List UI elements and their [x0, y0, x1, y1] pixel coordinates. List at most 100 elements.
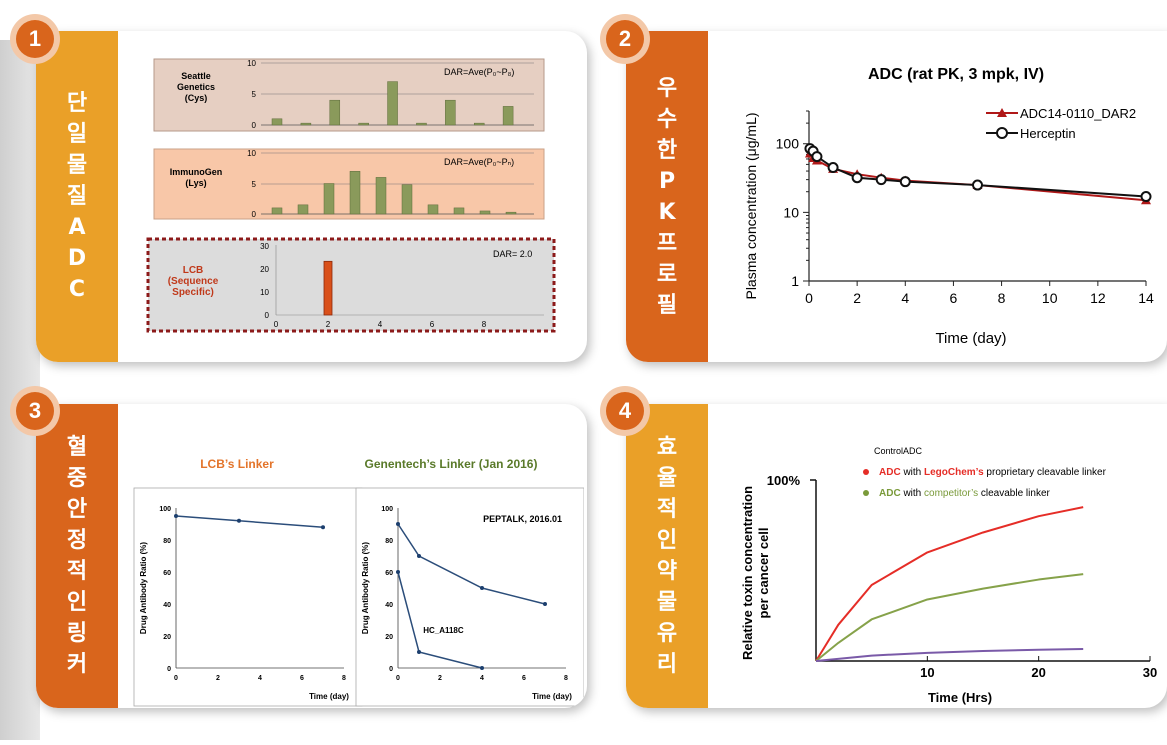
seattle-bar-2: [329, 99, 341, 126]
immunogen-bar-6: [427, 204, 439, 215]
seattle-bar-5: [416, 122, 427, 126]
dar-label-seattle-1: Seattle: [181, 71, 211, 81]
pk-xtick-4: 4: [901, 290, 909, 306]
pk-point-herceptin: [1140, 191, 1152, 203]
pk-point-herceptin: [972, 179, 983, 191]
c2-ytick-0: 0: [252, 210, 257, 219]
pk-xtick-10: 10: [1042, 290, 1058, 306]
pk-x-label: Time (day): [935, 330, 1006, 347]
dar-point: [396, 570, 400, 574]
c2-ytick-5: 5: [252, 180, 257, 189]
dar-ytick-1-100: 100: [381, 506, 393, 513]
c1-ytick-0: 0: [252, 121, 257, 130]
lcb-xtick-6: 6: [430, 320, 435, 329]
immunogen-bar-9: [505, 211, 517, 215]
dar-ytick-0-60: 60: [163, 570, 171, 577]
release-xtick-10: 10: [920, 665, 934, 680]
lcb-xtick-4: 4: [378, 320, 383, 329]
immunogen-bar-5: [401, 184, 413, 215]
pk-point-herceptin: [851, 172, 863, 184]
panel-single-adc: 단일물질ADC Seattle Genetics (Cys) 10 5 0 DA…: [36, 31, 587, 362]
c3-ytick-10: 10: [260, 288, 269, 297]
lcb-bar-0: [323, 260, 333, 316]
dar-label-lcb-3: Specific): [172, 287, 214, 298]
panel2-side-label: 우수한PK프로필: [656, 75, 678, 318]
lcb-xtick-8: 8: [482, 320, 487, 329]
release-curve-2: [815, 648, 1084, 662]
dar-point: [396, 522, 400, 526]
dar-label-seattle-2: Genetics: [177, 82, 215, 92]
pk-point-herceptin: [899, 176, 911, 188]
legend-lcb-rest: proprietary cleavable linker: [984, 467, 1107, 478]
pk-legend-adc: ADC14-0110_DAR2: [1020, 106, 1136, 121]
pk-xtick-12: 12: [1090, 290, 1106, 306]
seattle-bar-8: [502, 106, 514, 126]
dar-annotation: PEPTALK, 2016.01: [483, 514, 562, 524]
dar-xtick-0-6: 6: [300, 675, 304, 682]
dar-xtick-0-8: 8: [342, 675, 346, 682]
panel4-side-label: 효율적인약물유리: [656, 435, 678, 677]
panel4-side: 효율적인약물유리: [626, 404, 708, 708]
legend-control-adc: ControlADC: [874, 446, 923, 456]
dar-point: [417, 650, 421, 654]
legend-comp-with: with: [901, 488, 924, 499]
pk-point-herceptin: [811, 151, 823, 163]
pk-point-herceptin: [875, 174, 887, 186]
seattle-bar-6: [445, 99, 456, 126]
release-chart: ControlADC ADC with LegoChem’s proprieta…: [740, 446, 1157, 705]
dar-text-lcb: DAR= 2.0: [493, 249, 532, 259]
dar-label-immunogen-2: (Lys): [185, 178, 206, 188]
pk-chart: ADC (rat PK, 3 mpk, IV) Plasma concentra…: [743, 66, 1154, 347]
dar-xlabel-1: Time (day): [532, 692, 572, 701]
panel1-side-label: 단일물질ADC: [66, 91, 88, 302]
pk-legend-herceptin: Herceptin: [1020, 126, 1076, 141]
c3-ytick-0: 0: [265, 311, 270, 320]
seattle-bar-4: [387, 81, 398, 126]
lcb-xtick-0: 0: [274, 320, 279, 329]
badge-1-number: 1: [16, 20, 54, 58]
dar-ytick-1-60: 60: [385, 570, 393, 577]
dar-text-immunogen: DAR=Ave(P₀~Pₙ): [444, 157, 514, 167]
pk-chart-title: ADC (rat PK, 3 mpk, IV): [868, 66, 1044, 83]
dar-xtick-0-4: 4: [258, 675, 262, 682]
badge-4-number: 4: [606, 392, 644, 430]
panel3-side-label: 혈중안정적인링커: [66, 435, 88, 677]
dar-ytick-1-40: 40: [385, 602, 393, 609]
dar-xtick-0-2: 2: [216, 675, 220, 682]
badge-2-number: 2: [606, 20, 644, 58]
dar-charts: Seattle Genetics (Cys) 10 5 0 DAR=Ave(P₀…: [146, 58, 556, 333]
pk-point-herceptin: [827, 162, 839, 174]
dar-xtick-1-4: 4: [480, 675, 484, 682]
immunogen-bar-1: [297, 204, 309, 215]
dar-ytick-1-20: 20: [385, 634, 393, 641]
release-ylabel-2: per cancer cell: [756, 527, 771, 618]
dar-label-immunogen-1: ImmunoGen: [170, 167, 223, 177]
c1-ytick-10: 10: [247, 59, 256, 68]
badge-3: 3: [10, 386, 60, 436]
legend-comp-name: competitor’s: [924, 488, 978, 499]
dar-ylabel-0: Drug Antibody Ratio (%): [139, 542, 148, 634]
release-ylabel-1: Relative toxin concentration: [740, 486, 755, 660]
pk-xtick-14: 14: [1138, 290, 1154, 306]
dar-label-seattle-3: (Cys): [185, 93, 208, 103]
panel-linker-stability: 혈중안정적인링커 LCB’s Linker Genentech’s Linker…: [36, 404, 587, 708]
dar-point: [237, 518, 241, 523]
legend-comp-rest: cleavable linker: [978, 488, 1050, 499]
pk-ytick-1: 1: [791, 273, 799, 289]
dar-ytick-1-0: 0: [389, 666, 393, 673]
c3-ytick-20: 20: [260, 265, 269, 274]
release-curve-0: [815, 506, 1084, 662]
pk-xtick-6: 6: [950, 290, 958, 306]
release-curve-1: [815, 573, 1084, 662]
release-ytick-100: 100%: [767, 473, 801, 488]
seattle-bar-3: [358, 122, 369, 126]
immunogen-bar-2: [323, 183, 335, 215]
release-xlabel: Time (Hrs): [928, 690, 992, 705]
dar-point: [174, 514, 178, 518]
seattle-bar-0: [271, 118, 283, 126]
pk-xtick-2: 2: [853, 290, 861, 306]
dar-ytick-0-40: 40: [163, 602, 171, 609]
legend-lcb: ADC with LegoChem’s proprietary cleavabl…: [879, 467, 1107, 478]
dar-xtick-1-6: 6: [522, 675, 526, 682]
dar-text-seattle: DAR=Ave(P₀~P₈): [444, 67, 514, 77]
